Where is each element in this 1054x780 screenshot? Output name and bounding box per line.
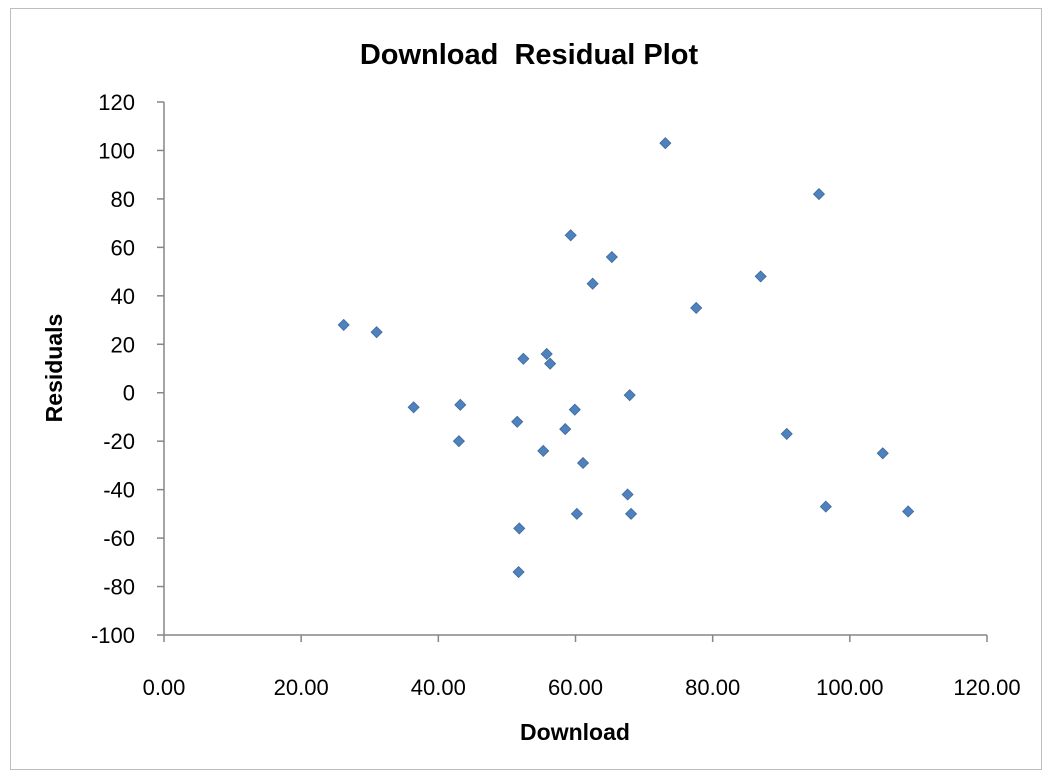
- data-points: [337, 137, 915, 579]
- data-point: [605, 250, 618, 264]
- data-point: [517, 352, 530, 365]
- y-tick-label: 40: [111, 284, 135, 309]
- data-point: [544, 357, 557, 370]
- y-tick-label: -40: [103, 478, 135, 503]
- data-point: [876, 447, 889, 460]
- y-axis-title: Residuals: [41, 314, 67, 423]
- data-point: [512, 565, 525, 579]
- y-tick-label: -20: [103, 429, 135, 454]
- x-tick-label: 40.00: [411, 675, 466, 700]
- x-tick-label: 20.00: [274, 675, 329, 700]
- data-point: [452, 435, 465, 448]
- y-tick-label: 20: [111, 332, 135, 357]
- data-point: [659, 137, 672, 150]
- y-tick-label: 120: [98, 90, 135, 115]
- data-point: [570, 507, 583, 520]
- tick-labels: 0.00 20.00 40.00 60.00 80.00 100.00 120.00 -100…: [91, 90, 1021, 700]
- x-tick-label: 100.00: [816, 675, 883, 700]
- data-point: [576, 456, 590, 470]
- y-tick-label: -100: [91, 623, 135, 648]
- x-tick-label: 80.00: [685, 675, 740, 700]
- data-point: [623, 389, 636, 402]
- data-point: [537, 444, 550, 457]
- y-tick-label: 60: [111, 235, 135, 260]
- data-point: [511, 415, 524, 428]
- data-point: [540, 347, 553, 361]
- data-point: [407, 401, 420, 414]
- x-tick-label: 120.00: [953, 675, 1020, 700]
- data-point: [621, 488, 634, 501]
- x-axis-title: Download: [520, 719, 630, 745]
- data-point: [586, 277, 599, 290]
- axes: [157, 101, 988, 642]
- data-point: [754, 270, 767, 283]
- data-point: [564, 229, 577, 242]
- y-tick-label: 0: [123, 381, 135, 406]
- data-point: [624, 507, 638, 520]
- data-point: [819, 500, 832, 513]
- data-point: [690, 301, 703, 314]
- data-point: [513, 522, 526, 535]
- x-tick-label: 0.00: [143, 675, 186, 700]
- data-point: [902, 505, 915, 518]
- y-tick-label: 100: [98, 138, 135, 163]
- data-point: [780, 427, 793, 440]
- x-tick-label: 60.00: [548, 675, 603, 700]
- data-point: [559, 423, 572, 436]
- chart-frame: [10, 8, 1042, 770]
- data-point: [370, 326, 383, 339]
- y-tick-label: 80: [111, 187, 135, 212]
- data-point: [337, 318, 350, 331]
- y-tick-label: -60: [103, 526, 135, 551]
- data-point: [568, 403, 581, 416]
- data-point: [454, 398, 467, 411]
- y-tick-label: -80: [103, 575, 135, 600]
- data-point: [812, 187, 826, 201]
- chart-title: Download Residual Plot: [360, 39, 699, 71]
